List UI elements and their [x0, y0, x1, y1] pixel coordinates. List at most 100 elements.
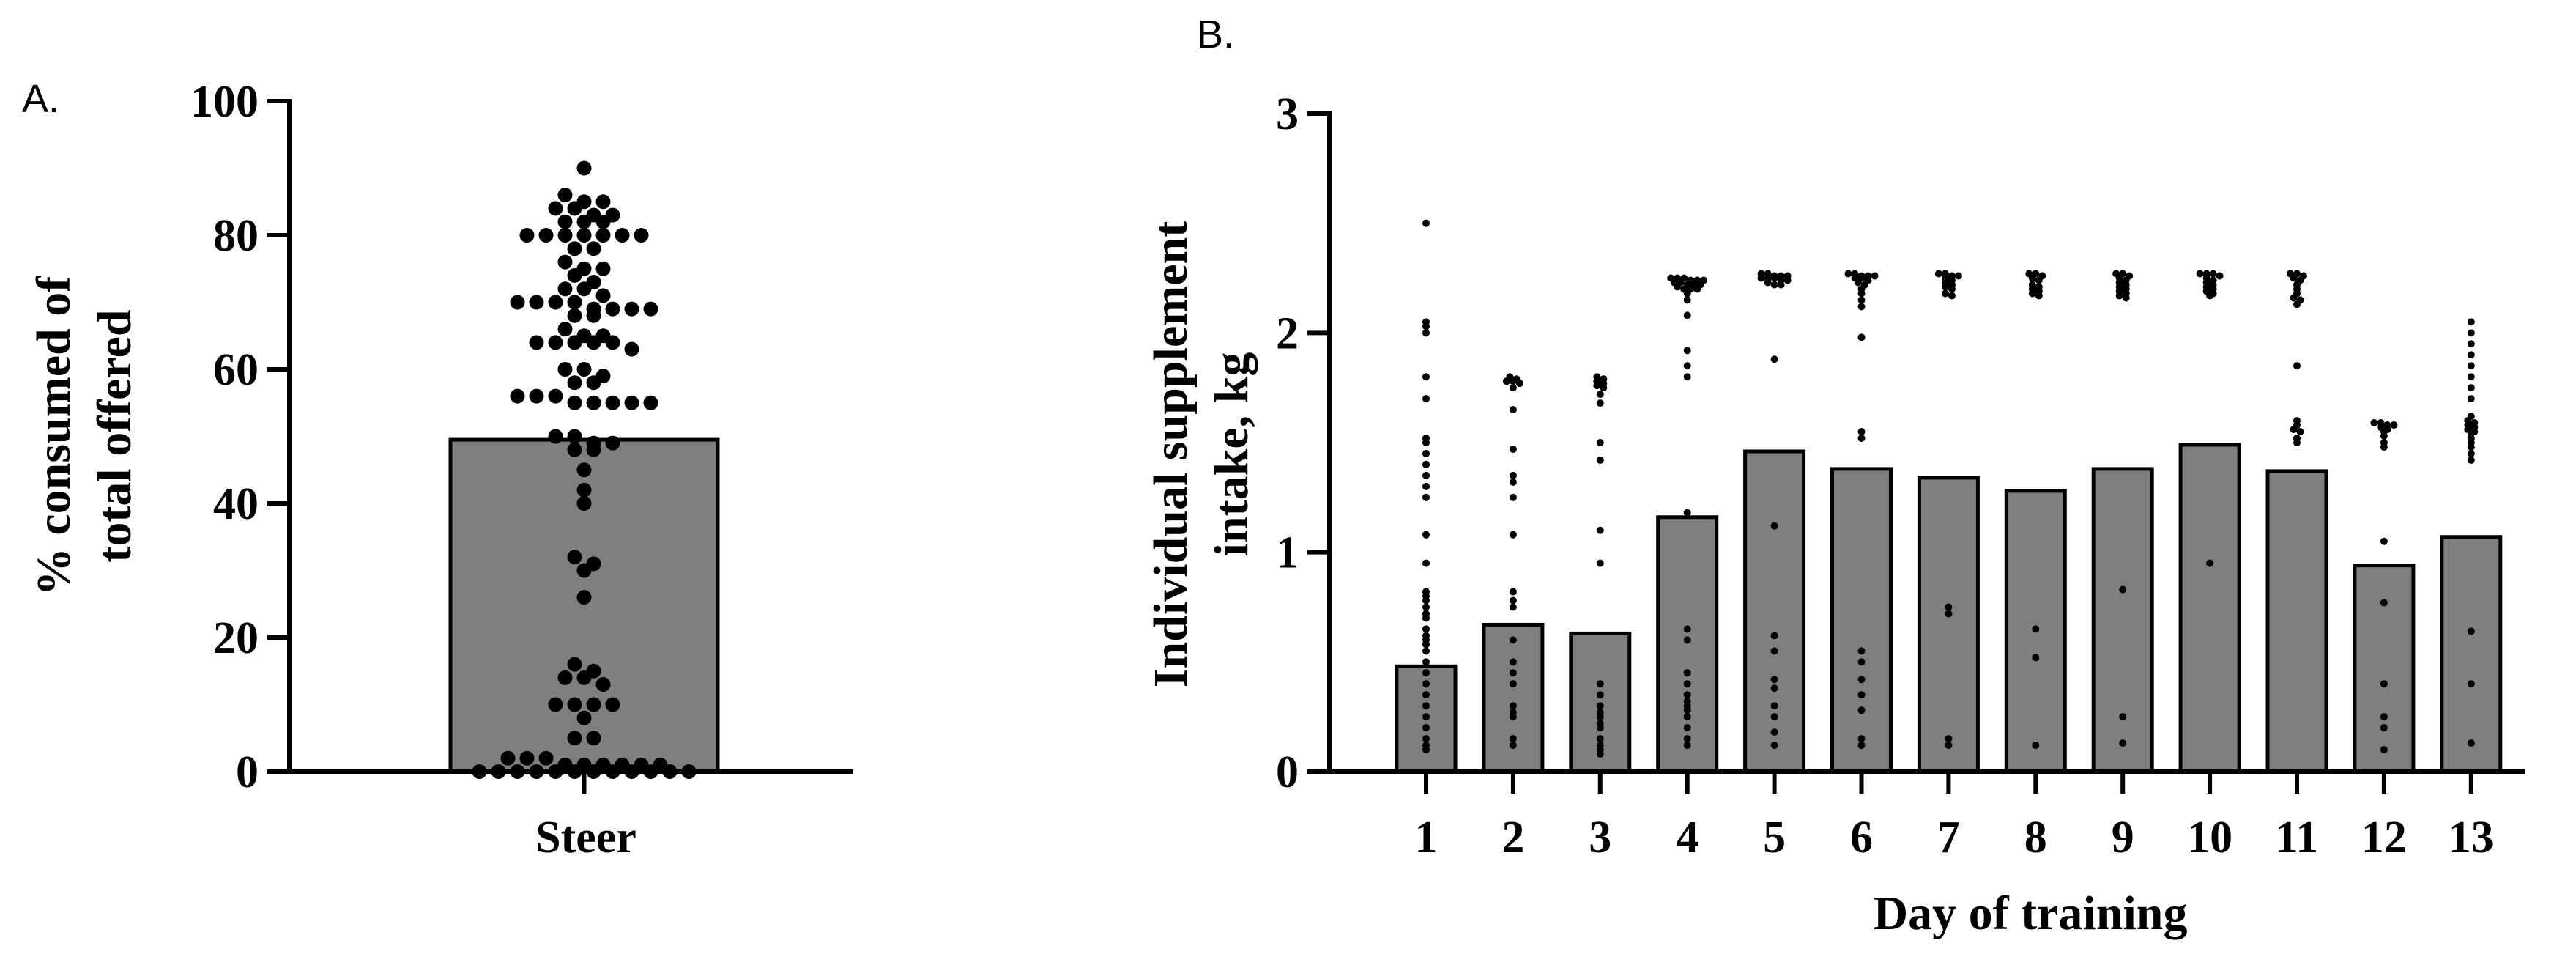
data-point — [1422, 219, 1430, 227]
data-point — [519, 228, 535, 243]
data-point — [548, 295, 563, 310]
data-point — [519, 750, 535, 766]
data-point — [586, 308, 601, 323]
data-point — [1783, 276, 1792, 284]
data-point — [2467, 449, 2475, 457]
data-point — [2467, 384, 2475, 392]
data-point — [1683, 669, 1691, 677]
bar-day — [2178, 443, 2241, 774]
data-point — [2467, 739, 2475, 747]
data-point — [2032, 654, 2040, 662]
x-tick-label: 7 — [1937, 813, 1960, 862]
data-point — [2290, 426, 2298, 434]
data-point — [567, 295, 582, 310]
data-point — [1509, 478, 1517, 486]
y-tick-label: 20 — [213, 613, 259, 663]
data-point — [2293, 362, 2301, 370]
data-point — [1596, 713, 1604, 721]
data-point — [1770, 647, 1778, 655]
data-point — [1770, 522, 1778, 530]
data-point — [510, 295, 525, 310]
data-point — [2206, 292, 2214, 300]
data-point — [557, 281, 573, 297]
data-point — [1422, 713, 1430, 721]
data-point — [576, 214, 592, 229]
y-tick-label: 100 — [190, 77, 259, 127]
data-point — [1683, 735, 1691, 743]
data-point — [586, 375, 601, 391]
data-point — [1509, 596, 1517, 605]
data-point — [595, 194, 611, 210]
data-point — [557, 214, 573, 229]
data-point — [1770, 713, 1778, 721]
data-point — [2467, 351, 2475, 359]
data-point — [1857, 658, 1866, 666]
data-point — [529, 335, 544, 350]
bar-day — [2353, 564, 2416, 774]
data-point — [1948, 285, 1956, 293]
data-point — [1593, 382, 1601, 390]
data-point — [1509, 669, 1517, 677]
data-point — [1596, 399, 1604, 407]
data-point — [1770, 676, 1778, 684]
data-point — [1683, 509, 1691, 517]
bar-day — [2265, 469, 2328, 774]
data-point — [1844, 270, 1852, 278]
x-tick-label: 13 — [2449, 813, 2494, 862]
data-point — [1770, 632, 1778, 640]
data-point — [1422, 460, 1430, 468]
data-point — [1596, 391, 1604, 399]
data-point — [1857, 735, 1866, 743]
data-point — [1871, 272, 1879, 280]
data-point — [548, 697, 563, 712]
data-point — [1945, 603, 1953, 611]
data-point — [557, 188, 573, 203]
data-point — [1770, 281, 1778, 289]
data-point — [1422, 669, 1430, 677]
data-point — [2380, 432, 2388, 440]
data-point — [595, 261, 611, 276]
data-point — [1422, 531, 1430, 539]
data-point — [567, 201, 582, 216]
data-point — [595, 214, 611, 229]
panel-a-y-axis-title-line-1: % consumed of — [27, 276, 81, 596]
data-point — [2467, 329, 2475, 337]
data-point — [1422, 329, 1430, 337]
panel-b-label: B. — [1197, 12, 1234, 56]
data-point — [1757, 274, 1765, 282]
data-point — [1683, 724, 1691, 732]
data-point — [1857, 742, 1866, 750]
x-tick-label: 4 — [1676, 813, 1699, 862]
data-point — [2467, 443, 2475, 451]
data-point — [567, 731, 582, 746]
bar-day — [2440, 535, 2503, 774]
y-tick-label: 0 — [236, 747, 259, 797]
data-point — [1683, 713, 1691, 721]
data-point — [2467, 318, 2475, 326]
data-point — [1422, 449, 1430, 457]
data-point — [567, 375, 582, 391]
data-point — [576, 160, 592, 176]
data-point — [2290, 274, 2298, 282]
y-tick-label: 2 — [1276, 308, 1299, 358]
data-point — [557, 670, 573, 685]
data-point — [1509, 384, 1517, 392]
data-point — [567, 697, 582, 712]
data-point — [1770, 355, 1778, 363]
data-point — [2380, 724, 2388, 732]
data-point — [576, 281, 592, 297]
data-point — [557, 322, 573, 337]
data-point — [1422, 559, 1430, 567]
data-point — [2119, 585, 2127, 594]
data-point — [605, 301, 620, 317]
data-point — [1857, 303, 1866, 311]
data-point — [1857, 289, 1866, 298]
data-point — [1683, 706, 1691, 714]
data-point — [567, 395, 582, 410]
data-point — [1596, 439, 1604, 446]
bar-day — [1830, 467, 1893, 774]
data-point — [2380, 443, 2388, 451]
data-point — [1596, 680, 1604, 688]
data-point — [2467, 627, 2475, 635]
